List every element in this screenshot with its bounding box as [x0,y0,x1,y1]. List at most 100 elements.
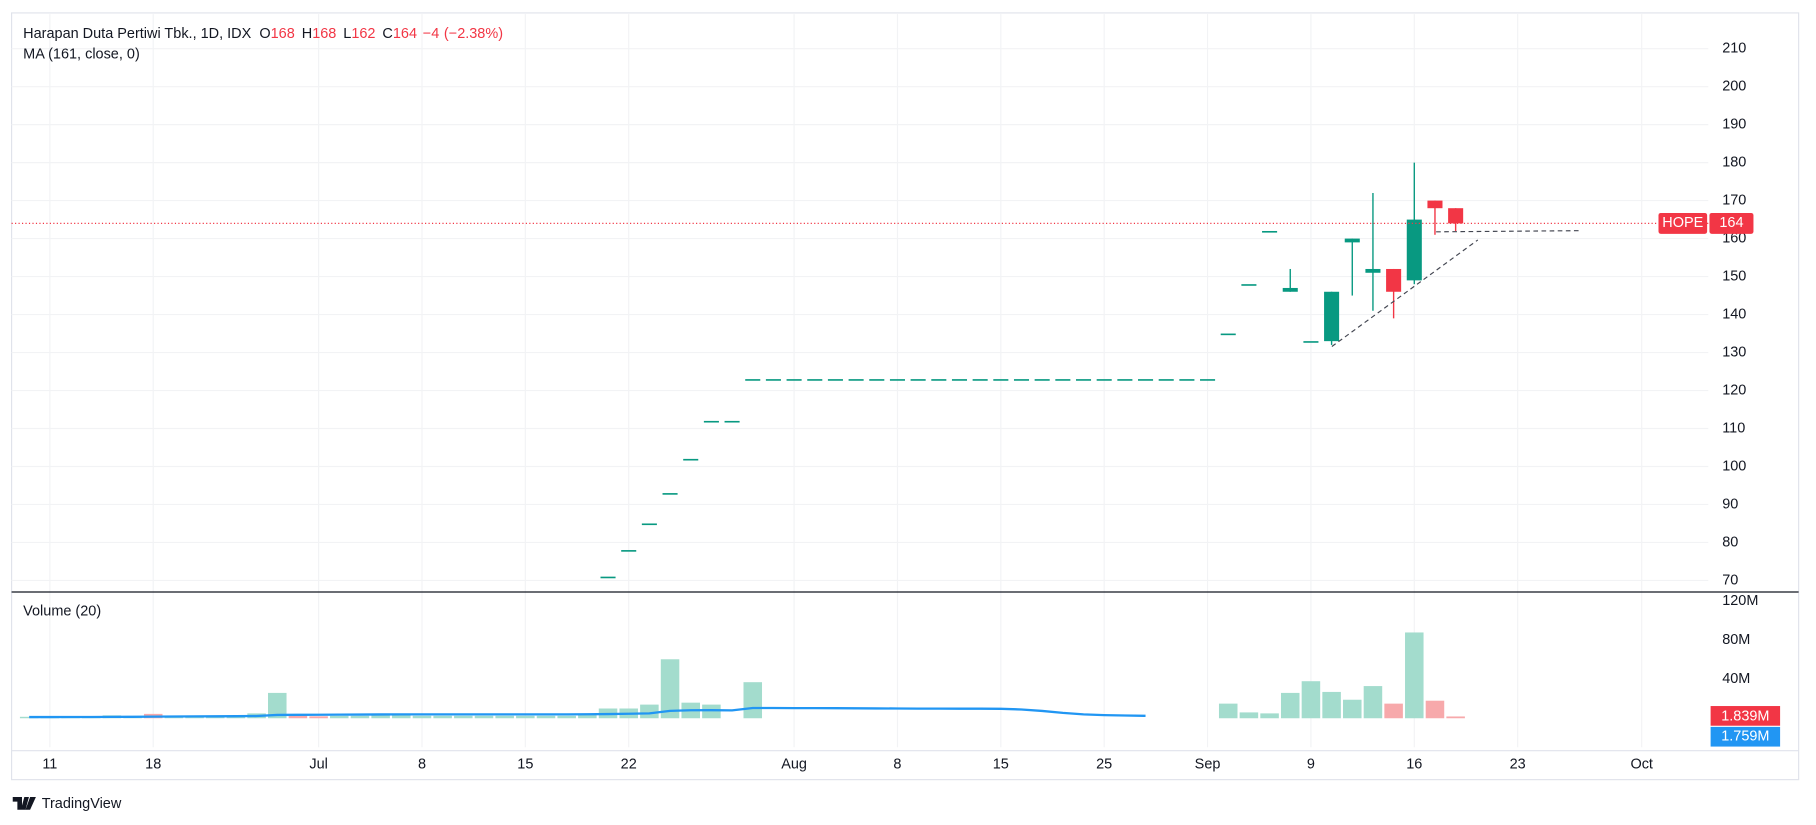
y-tick-label: 120 [1722,382,1746,398]
candle-body [1013,379,1030,381]
candle-body [848,379,864,381]
candle-body [869,379,885,381]
candle-body [1303,341,1319,343]
candle-body [993,379,1009,381]
change: −4 [423,26,440,42]
ohlc-value: 168 [312,26,336,42]
trend-line[interactable] [1331,239,1479,347]
y-tick-label: 180 [1722,154,1746,170]
y-tick-label: 90 [1722,496,1738,512]
volume-tick-label: 120M [1722,593,1758,609]
volume-bar [1260,713,1279,719]
candle-body [1282,287,1298,292]
volume-bar [702,704,721,719]
ohlc-label: O [259,26,270,42]
candle-body [1096,379,1112,381]
candle-body [1262,230,1278,233]
candle-body [1075,379,1092,381]
candle-body [1365,268,1381,273]
ohlc-value: 162 [351,26,375,42]
volume-tag-label: 1.839M [1721,708,1769,724]
candle-body [910,379,926,381]
volume-bar [536,715,556,719]
x-tick-label: 15 [517,756,533,772]
candle-body [827,379,843,381]
volume-bar [516,715,535,719]
x-tick-label: Jul [309,756,328,772]
volume-tick-label: 80M [1722,632,1750,648]
candle-body [1117,379,1133,381]
ohlc-label: L [343,26,351,42]
candle-body [1344,238,1360,243]
indicator-label[interactable]: MA (161, close, 0) [23,46,140,62]
volume-bar [1405,632,1424,719]
ohlc-label: C [382,26,392,42]
y-tick-label: 140 [1722,306,1746,322]
symbol-tag [1658,212,1708,234]
candle-body [1427,200,1443,209]
ohlc-value: 168 [271,26,295,42]
volume-bar [1239,712,1259,719]
candle-body [1386,268,1402,292]
x-tick-label: 22 [621,756,637,772]
volume-bar [1384,703,1403,719]
chart-frame [11,12,1800,781]
volume-bar [392,715,411,719]
volume-bar [288,715,308,719]
volume-bar [1425,700,1445,719]
x-tick-label: 16 [1406,756,1422,772]
volume-title[interactable]: Volume (20) [23,604,101,620]
x-tick-label: 25 [1096,756,1112,772]
y-tick-label: 170 [1722,192,1746,208]
y-tick-label: 70 [1722,572,1738,588]
x-tick-label: Aug [781,756,807,772]
volume-ma-tag [1710,726,1781,747]
x-tick-label: Oct [1630,756,1653,772]
candle-body [683,458,699,461]
candle-body [1448,208,1464,224]
candle-body [1324,291,1340,342]
volume-bar [433,715,452,719]
volume-bar [1446,716,1465,719]
candle-body [1241,284,1257,286]
volume-bar [640,704,659,719]
change-percent: (−2.38%) [444,26,503,42]
volume-bar [557,715,576,719]
symbol-title: Harapan Duta Pertiwi Tbk., 1D, IDX [23,26,251,42]
x-tick-label: 8 [893,756,901,772]
x-tick-label: 18 [145,756,161,772]
volume-bar [1343,699,1362,719]
legend-header: Harapan Duta Pertiwi Tbk., 1D, IDX O168 H1… [23,26,503,42]
logo-text: TradingView [42,796,122,812]
symbol-tag-label: HOPE [1662,215,1703,231]
y-tick-label: 150 [1722,268,1746,284]
candle-body [931,379,947,381]
x-tick-label: 9 [1307,756,1315,772]
candle-body [765,379,781,381]
x-tick-label: 15 [993,756,1009,772]
x-tick-label: 8 [418,756,426,772]
tradingview-logo[interactable]: TradingView [12,796,122,812]
y-tick-label: 160 [1722,230,1746,246]
volume-tag [1710,706,1781,726]
candle-body [745,379,761,381]
volume-bar [743,682,763,719]
candle-body [641,523,657,526]
y-tick-label: 190 [1722,116,1746,132]
volume-bar [495,715,514,719]
volume-bar [330,715,349,719]
y-tick-label: 210 [1722,40,1746,56]
candle-body [621,550,637,552]
ohlc-value: 164 [393,26,417,42]
volume-tick-label: 40M [1722,671,1750,687]
volume-bar [1280,692,1300,719]
volume-bar [309,716,328,719]
volume-ma-tag-label: 1.759M [1721,729,1769,745]
candle-body [1034,379,1050,381]
price-tag [1709,212,1754,234]
candle-body [889,379,905,381]
volume-bar [474,715,494,719]
y-tick-label: 200 [1722,78,1746,94]
